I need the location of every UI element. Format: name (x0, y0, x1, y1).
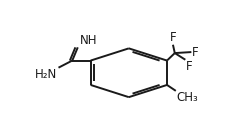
Text: H₂N: H₂N (35, 68, 57, 81)
Text: F: F (192, 46, 199, 59)
Text: NH: NH (80, 34, 97, 47)
Text: F: F (186, 60, 193, 73)
Text: CH₃: CH₃ (177, 91, 198, 104)
Text: F: F (170, 31, 176, 44)
